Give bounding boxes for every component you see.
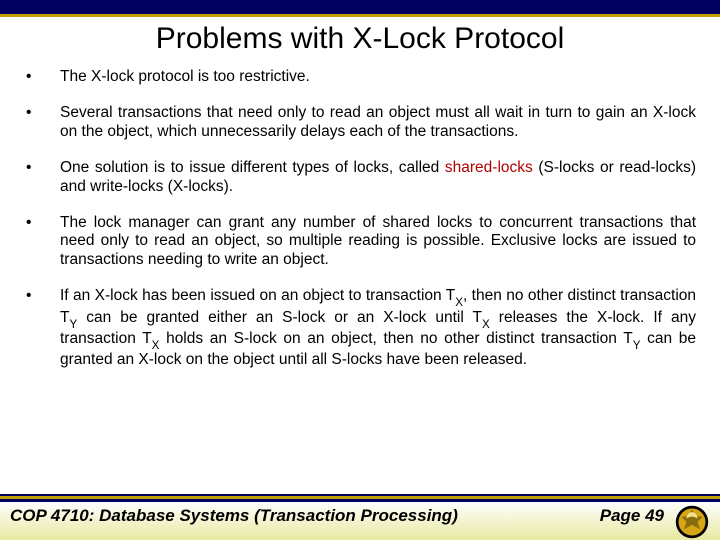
bullet-text: One solution is to issue different types… [60,159,696,197]
footer-content: COP 4710: Database Systems (Transaction … [0,501,720,540]
top-border [0,0,720,17]
footer-divider [0,494,720,501]
bullet-marker: • [24,287,60,306]
bullet-list: • The X-lock protocol is too restrictive… [24,68,696,370]
bullet-item: • The X-lock protocol is too restrictive… [24,68,696,87]
content-area: • The X-lock protocol is too restrictive… [24,68,696,484]
bullet-item: • One solution is to issue different typ… [24,159,696,197]
bullet-text-part: If an X-lock has been issued on an objec… [60,287,455,304]
subscript: X [455,296,463,309]
ucf-logo-icon [674,504,710,540]
bullet-text-part: can be granted either an S-lock or an X-… [77,309,482,326]
footer-bar: COP 4710: Database Systems (Transaction … [0,494,720,540]
bullet-text: Several transactions that need only to r… [60,104,696,142]
bullet-text: The X-lock protocol is too restrictive. [60,68,696,87]
subscript: X [482,318,490,331]
bullet-marker: • [24,104,60,123]
bullet-marker: • [24,68,60,87]
bullet-item: • Several transactions that need only to… [24,104,696,142]
bullet-text-part: One solution is to issue different types… [60,159,445,176]
subscript: Y [69,318,77,331]
bullet-text-part: holds an S-lock on an object, then no ot… [159,330,632,347]
slide-title: Problems with X-Lock Protocol [0,22,720,56]
bullet-text: The lock manager can grant any number of… [60,214,696,271]
bullet-marker: • [24,214,60,233]
bullet-item: • The lock manager can grant any number … [24,214,696,271]
subscript: Y [633,339,641,352]
subscript: X [152,339,160,352]
bullet-text-highlight: shared-locks [445,159,533,176]
bullet-text: If an X-lock has been issued on an objec… [60,287,696,370]
footer-course: COP 4710: Database Systems (Transaction … [10,506,600,526]
bullet-marker: • [24,159,60,178]
slide: Problems with X-Lock Protocol • The X-lo… [0,0,720,540]
footer-page-number: Page 49 [600,506,664,526]
bullet-item: • If an X-lock has been issued on an obj… [24,287,696,370]
